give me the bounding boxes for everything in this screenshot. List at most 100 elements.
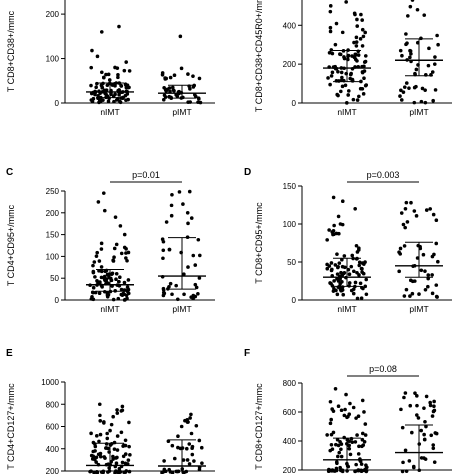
- data-point: [363, 284, 368, 289]
- data-point: [356, 452, 361, 456]
- data-point: [399, 88, 403, 93]
- data-point: [105, 431, 109, 436]
- data-point: [362, 60, 367, 64]
- data-point: [339, 447, 343, 452]
- data-point: [189, 412, 193, 417]
- data-point: [127, 69, 132, 73]
- data-point: [98, 454, 103, 459]
- data-point: [328, 25, 333, 30]
- data-point: [360, 270, 364, 274]
- data-point: [101, 469, 106, 474]
- data-point: [336, 93, 340, 98]
- data-point: [120, 293, 125, 297]
- data-point: [182, 292, 186, 297]
- data-point: [345, 415, 349, 420]
- data-point: [94, 254, 99, 258]
- panel-letter: D: [244, 167, 251, 178]
- panel-letter: E: [6, 348, 13, 359]
- data-point: [95, 54, 100, 59]
- data-point: [431, 443, 436, 447]
- data-point: [197, 76, 202, 81]
- data-point: [97, 291, 102, 296]
- data-point: [172, 88, 176, 93]
- data-point: [104, 279, 109, 284]
- y-axis-label: T CD8+CD38+CD45R0+/mmc: [254, 0, 264, 112]
- data-point: [127, 420, 131, 425]
- data-point: [338, 52, 343, 57]
- data-point: [99, 30, 104, 34]
- data-point: [342, 55, 346, 59]
- panel-1: 0 100 200 T CD8+CD38+/mmc nIMT pIMT: [6, 0, 215, 117]
- data-point: [361, 34, 366, 39]
- data-point: [354, 462, 358, 467]
- data-point: [363, 30, 368, 35]
- data-point: [105, 83, 110, 88]
- y-tick-label: 200: [46, 209, 60, 218]
- data-point: [426, 273, 431, 277]
- data-point: [98, 413, 102, 418]
- data-point: [325, 266, 330, 271]
- data-point: [409, 52, 413, 56]
- y-tick-label: 50: [287, 258, 296, 267]
- data-point: [97, 259, 102, 263]
- data-point: [350, 253, 355, 258]
- p-value-label: p=0.08: [369, 364, 397, 374]
- data-point: [329, 261, 334, 265]
- data-point: [113, 65, 117, 70]
- data-point: [161, 288, 166, 292]
- panel-letter: F: [244, 348, 250, 359]
- category-label: nIMT: [337, 304, 356, 314]
- data-point: [340, 199, 345, 203]
- data-point: [353, 469, 357, 474]
- data-point: [97, 439, 101, 444]
- y-tick-label: 400: [283, 437, 297, 446]
- data-point: [336, 214, 341, 219]
- data-point: [116, 470, 121, 474]
- data-point: [117, 279, 121, 284]
- data-point: [421, 252, 426, 257]
- data-point: [329, 442, 334, 447]
- data-point: [398, 48, 403, 53]
- data-point: [110, 271, 115, 276]
- data-point: [119, 409, 124, 413]
- data-point: [426, 276, 430, 281]
- data-point: [340, 30, 345, 35]
- data-point: [95, 470, 100, 474]
- data-point: [360, 266, 364, 271]
- data-point: [328, 399, 333, 404]
- data-point: [95, 250, 100, 255]
- data-point: [347, 439, 351, 443]
- data-point: [331, 409, 336, 413]
- data-point: [166, 287, 170, 291]
- data-point: [357, 260, 362, 265]
- category-label: pIMT: [409, 304, 428, 314]
- data-point: [329, 281, 333, 286]
- data-point: [99, 70, 104, 75]
- data-point: [186, 100, 190, 105]
- data-point: [120, 460, 125, 465]
- category-label: nIMT: [100, 107, 119, 117]
- data-point: [415, 7, 420, 12]
- data-point: [105, 294, 110, 299]
- data-point: [191, 253, 196, 258]
- data-point: [412, 100, 417, 105]
- data-point: [169, 213, 174, 218]
- y-tick-label: 100: [46, 55, 60, 64]
- data-point: [328, 468, 332, 473]
- data-point: [364, 277, 369, 282]
- data-point: [357, 94, 361, 99]
- data-point: [124, 251, 128, 255]
- data-point: [114, 242, 119, 247]
- data-point: [126, 458, 131, 462]
- data-point: [117, 466, 122, 471]
- data-point: [119, 83, 123, 88]
- data-point: [117, 93, 121, 97]
- data-point: [337, 450, 342, 455]
- data-point: [98, 419, 103, 423]
- data-point: [432, 399, 436, 404]
- data-point: [345, 469, 349, 473]
- data-point: [408, 278, 413, 283]
- data-point: [420, 86, 425, 91]
- data-point: [335, 292, 340, 297]
- data-point: [415, 403, 419, 408]
